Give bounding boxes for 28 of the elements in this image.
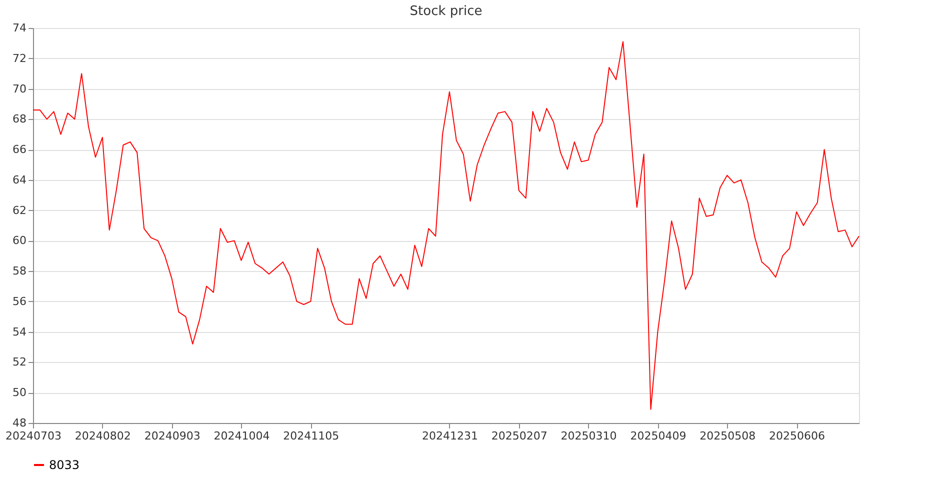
y-tick-label: 70 [12, 82, 26, 96]
y-tick-label: 72 [12, 52, 26, 65]
x-tick-label: 20241004 [214, 430, 270, 442]
chart-title: Stock price [410, 4, 482, 19]
line-series [32, 41, 860, 410]
y-tick-label: 60 [12, 234, 26, 248]
x-tick-label: 20241231 [422, 430, 478, 442]
legend-label: 8033 [49, 458, 80, 472]
x-tick-label: 20250606 [769, 430, 826, 442]
x-tick-label: 20240903 [144, 430, 200, 442]
y-tick-label: 74 [12, 22, 26, 34]
x-tick-label: 20241105 [283, 430, 340, 442]
x-tick-label: 20250310 [560, 430, 617, 442]
y-tick-label: 48 [12, 416, 26, 430]
y-tick-label: 50 [12, 386, 26, 400]
x-tick-label: 20250508 [700, 430, 756, 442]
y-tick-label: 62 [12, 204, 26, 217]
y-tick-label: 54 [12, 325, 26, 338]
y-tick-label: 56 [12, 294, 26, 308]
x-tick-label: 20240703 [6, 430, 62, 442]
x-tick-label: 20240802 [74, 430, 131, 442]
x-tick-label: 20250409 [630, 430, 686, 442]
y-tick-label: 68 [12, 112, 26, 126]
y-tick-label: 64 [12, 173, 26, 186]
x-tick-label: 20250207 [491, 430, 548, 442]
y-tick-label: 66 [12, 143, 26, 156]
y-tick-label: 52 [12, 356, 26, 369]
y-tick-label: 58 [12, 264, 26, 278]
